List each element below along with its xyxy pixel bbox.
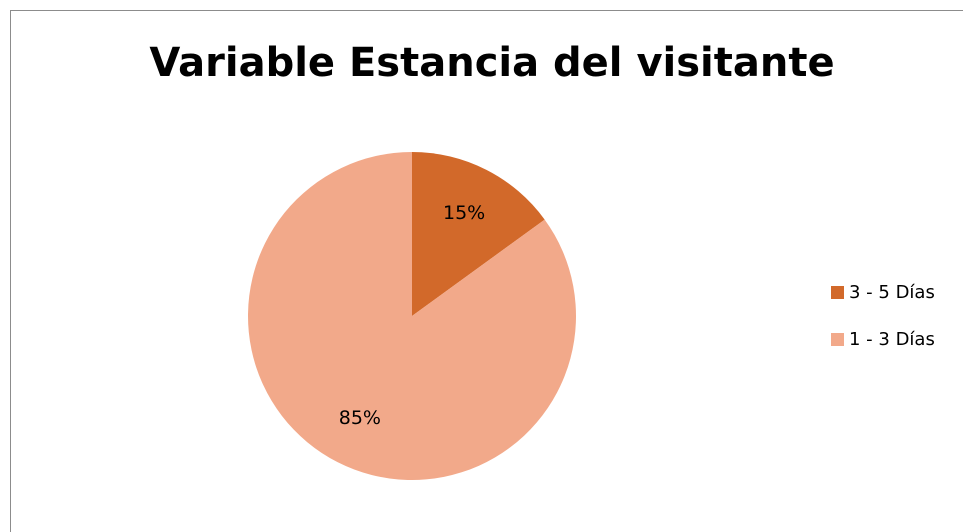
chart-title: Variable Estancia del visitante: [149, 40, 834, 86]
pie-slice: [247, 151, 577, 480]
legend-label: 1 - 3 Días: [849, 329, 935, 350]
pie-slice: [412, 152, 545, 316]
legend-swatch: [831, 286, 844, 299]
data-label: 15%: [443, 202, 485, 224]
legend-label: 3 - 5 Días: [849, 282, 935, 303]
data-label: 85%: [339, 407, 381, 429]
legend-swatch: [831, 333, 844, 346]
